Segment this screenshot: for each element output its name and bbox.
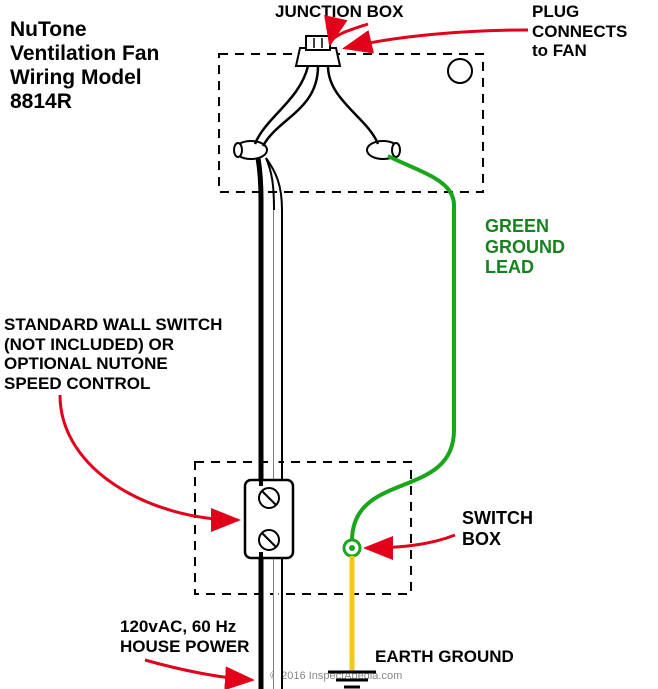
wiring-diagram: NuTone Ventilation Fan Wiring Model 8814… (0, 0, 658, 689)
strain-relief-right (367, 141, 400, 159)
earth-ground-icon (328, 672, 376, 687)
switch-box (195, 462, 411, 594)
arrow-junction-box (330, 24, 368, 44)
plug-pigtail-wires (255, 66, 378, 146)
strain-relief-left (234, 141, 267, 159)
diagram-svg (0, 0, 658, 689)
green-ground-wire (352, 156, 454, 541)
wall-switch-icon (245, 480, 293, 558)
arrow-wall-switch (60, 395, 238, 520)
black-hot-wire (258, 158, 261, 480)
arrow-plug (345, 30, 528, 48)
knockout-icon (448, 59, 472, 83)
arrow-house-power (145, 660, 252, 680)
white-neutral-wire (266, 158, 282, 689)
